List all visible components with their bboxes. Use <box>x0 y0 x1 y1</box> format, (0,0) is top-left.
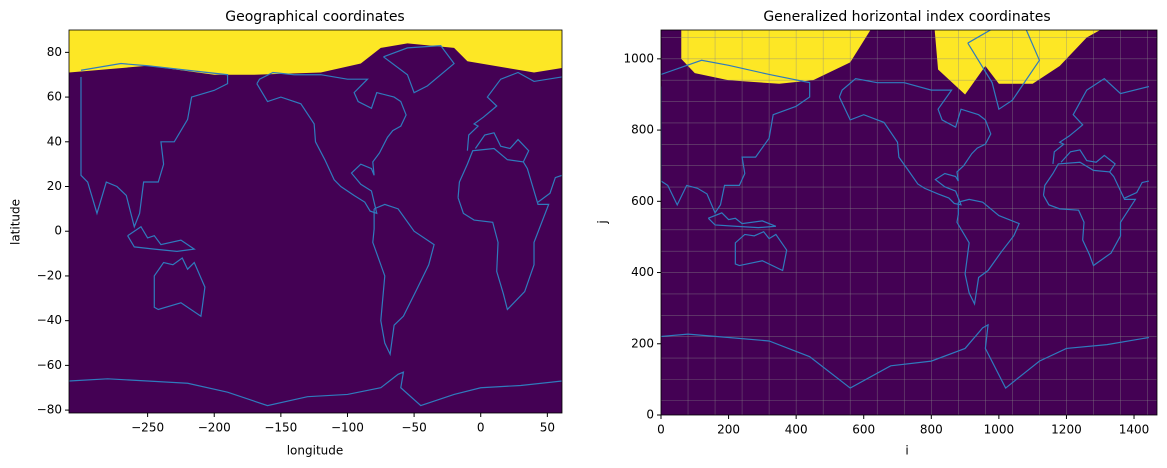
coastline <box>1124 180 1150 199</box>
x-tick-label: 50 <box>540 421 555 435</box>
chart-title: Generalized horizontal index coordinates <box>763 9 1050 25</box>
y-tick-label: 40 <box>47 134 62 148</box>
x-tick-label: 1200 <box>1051 423 1082 437</box>
coastline <box>1042 161 1137 267</box>
coastline <box>707 212 777 229</box>
y-tick-label: 600 <box>631 194 654 208</box>
y-tick-label: −60 <box>37 358 62 372</box>
y-tick-label: −20 <box>37 268 62 282</box>
coastline <box>537 174 562 203</box>
coastline <box>466 71 562 151</box>
x-tick-label: −100 <box>331 421 364 435</box>
coastline <box>956 198 1020 306</box>
x-tick-label: 400 <box>785 423 808 437</box>
coastline <box>127 225 196 252</box>
coastline <box>1060 149 1116 173</box>
plot-area <box>69 30 562 413</box>
coastline <box>372 203 435 357</box>
y-tick-label: 0 <box>646 408 654 422</box>
x-axis-label: i <box>905 444 908 458</box>
y-tick-label: 200 <box>631 336 654 350</box>
x-tick-label: 200 <box>717 423 740 437</box>
x-tick-label: 1000 <box>984 423 1015 437</box>
y-tick-label: 800 <box>631 123 654 137</box>
axes-frame <box>68 29 563 414</box>
chart-title: Geographical coordinates <box>225 9 404 25</box>
x-axis-label: longitude <box>287 444 344 458</box>
y-tick-label: 400 <box>631 265 654 279</box>
coastline <box>967 30 1041 111</box>
coastline <box>474 132 530 163</box>
coastline <box>838 78 992 206</box>
coastline <box>661 323 1149 389</box>
x-tick-label: 0 <box>477 421 485 435</box>
coastline <box>256 71 407 215</box>
y-tick-label: 60 <box>47 90 62 104</box>
ice <box>934 30 1101 95</box>
x-tick-label: 800 <box>920 423 943 437</box>
y-tick-label: 20 <box>47 179 62 193</box>
coastline <box>457 147 550 311</box>
y-tick-label: −40 <box>37 313 62 327</box>
x-tick-label: 1400 <box>1119 423 1150 437</box>
y-tick-label: 80 <box>47 45 62 59</box>
coastline <box>80 62 229 229</box>
x-tick-label: −250 <box>131 421 164 435</box>
x-tick-label: −50 <box>401 421 426 435</box>
coastline <box>1052 77 1150 164</box>
y-axis-label: latitude <box>9 199 23 245</box>
coastline <box>734 230 788 272</box>
coastline <box>383 45 455 94</box>
coastline <box>153 257 206 318</box>
y-tick-label: 1000 <box>623 51 654 65</box>
y-tick-label: 0 <box>54 224 62 238</box>
y-tick-label: −80 <box>37 403 62 417</box>
x-tick-label: 0 <box>657 423 665 437</box>
x-tick-label: 600 <box>852 423 875 437</box>
ocean <box>69 30 562 413</box>
x-tick-label: −200 <box>198 421 231 435</box>
ice <box>69 30 562 75</box>
coastline <box>69 371 562 407</box>
coastline <box>661 59 811 215</box>
x-tick-label: −150 <box>264 421 297 435</box>
y-axis-label: j <box>596 220 610 224</box>
ocean <box>661 30 1157 415</box>
plot-area <box>661 30 1157 415</box>
axes-frame <box>660 29 1158 416</box>
